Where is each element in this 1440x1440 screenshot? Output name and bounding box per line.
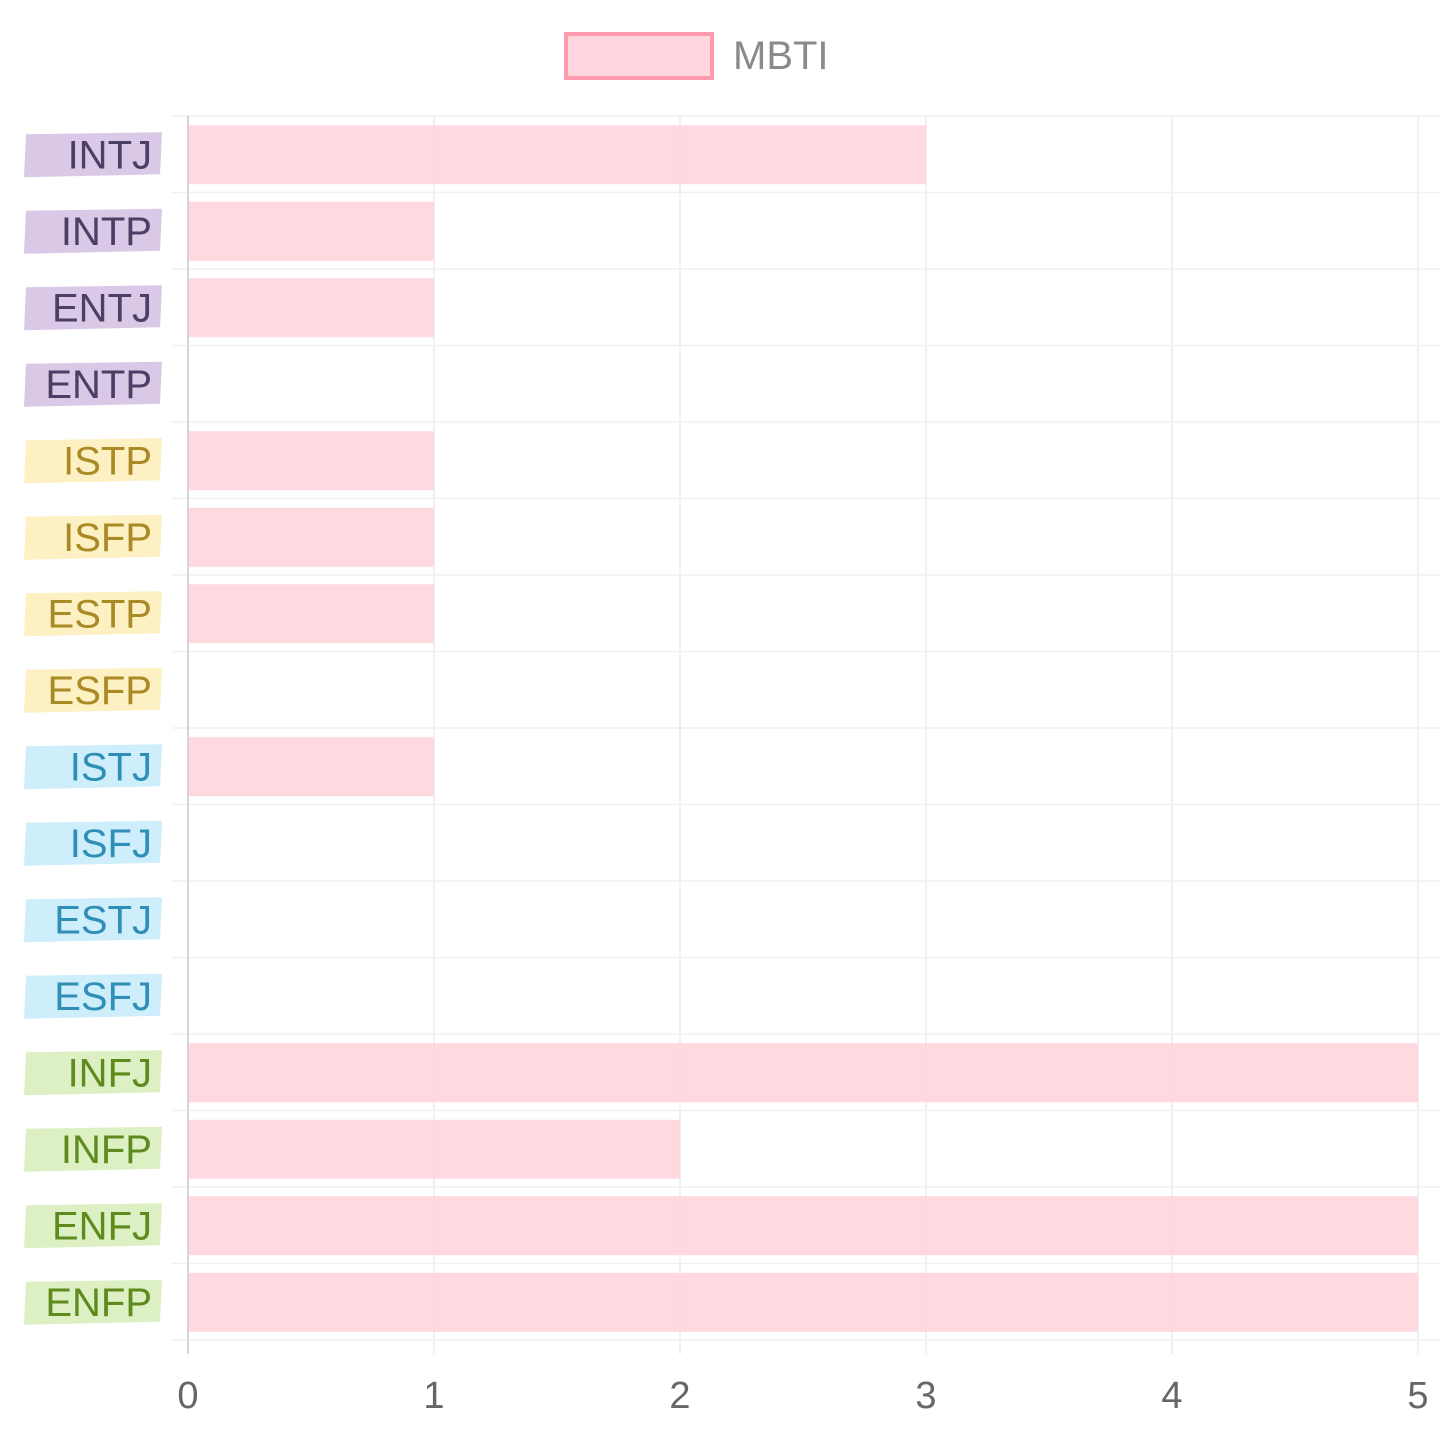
category-label-esfp: ESFP: [48, 669, 152, 713]
category-label-entj: ENTJ: [52, 286, 152, 330]
category-label-infj: INFJ: [68, 1051, 152, 1095]
bar-infp[interactable]: [188, 1119, 680, 1179]
x-tick-label-4: 4: [1161, 1375, 1182, 1417]
category-highlight: [24, 820, 162, 866]
x-tick-label-0: 0: [177, 1375, 198, 1417]
category-labels: INTJ INTP ENTJ ENTP ISTP ISFP ESTP ESFP ISTJ ISFJ…: [24, 132, 162, 1325]
category-highlight: [24, 667, 162, 713]
category-highlight: [24, 973, 162, 1019]
bar-infj[interactable]: [188, 1043, 1418, 1103]
category-label-infp: INFP: [61, 1128, 152, 1172]
x-tick-label-5: 5: [1407, 1375, 1428, 1417]
category-highlight: [24, 438, 162, 484]
category-highlight: [24, 132, 162, 178]
category-label-intp: INTP: [61, 210, 152, 254]
bar-istp[interactable]: [188, 431, 434, 491]
bars-layer: [188, 125, 1418, 1332]
legend-label[interactable]: MBTI: [733, 34, 829, 78]
bar-intj[interactable]: [188, 125, 926, 185]
category-label-intj: INTJ: [68, 133, 152, 177]
category-label-entp: ENTP: [45, 363, 152, 407]
category-label-enfj: ENFJ: [52, 1204, 152, 1248]
x-tick-labels: 0 1 2 3 4 5: [177, 1375, 1428, 1417]
bar-intp[interactable]: [188, 201, 434, 261]
category-highlight: [24, 1050, 162, 1096]
category-highlight: [24, 285, 162, 331]
bar-enfp[interactable]: [188, 1272, 1418, 1332]
bar-estp[interactable]: [188, 584, 434, 644]
category-label-isfp: ISFP: [63, 516, 152, 560]
category-label-isfj: ISFJ: [70, 822, 152, 866]
category-label-istp: ISTP: [63, 439, 152, 483]
category-highlight: [24, 1126, 162, 1172]
category-label-istj: ISTJ: [70, 745, 152, 789]
category-label-estj: ESTJ: [54, 898, 152, 942]
category-label-esfj: ESFJ: [54, 975, 152, 1019]
bar-isfp[interactable]: [188, 507, 434, 567]
bar-istj[interactable]: [188, 737, 434, 797]
legend[interactable]: MBTI: [564, 32, 829, 80]
category-highlight: [24, 744, 162, 790]
grid-layer: [172, 115, 1440, 1354]
x-tick-label-1: 1: [423, 1375, 444, 1417]
bar-entj[interactable]: [188, 278, 434, 338]
category-highlight: [24, 1203, 162, 1249]
bar-enfj[interactable]: [188, 1196, 1418, 1256]
category-highlight: [24, 208, 162, 254]
category-label-enfp: ENFP: [45, 1281, 152, 1325]
category-highlight: [24, 361, 162, 407]
category-highlight: [24, 1279, 162, 1325]
x-tick-label-2: 2: [669, 1375, 690, 1417]
category-highlight: [24, 514, 162, 560]
x-tick-label-3: 3: [915, 1375, 936, 1417]
category-label-estp: ESTP: [48, 592, 152, 636]
category-highlight: [24, 591, 162, 637]
category-highlight: [24, 897, 162, 943]
legend-swatch[interactable]: [564, 32, 714, 80]
